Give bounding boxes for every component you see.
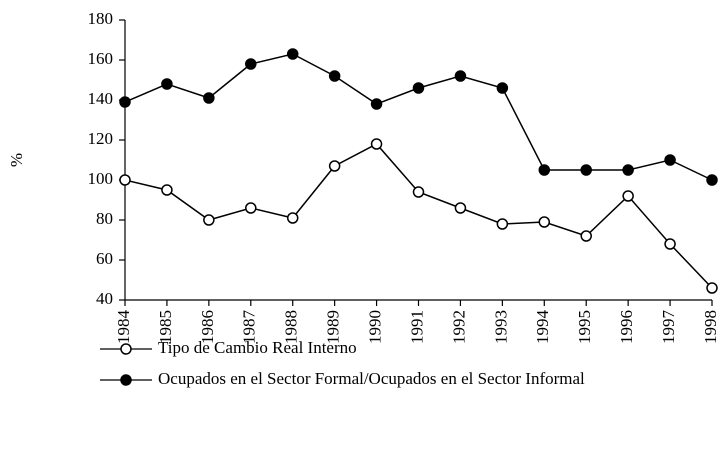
data-point xyxy=(580,230,592,242)
y-tick-label: 60 xyxy=(96,249,113,268)
data-point xyxy=(203,92,215,104)
data-point xyxy=(245,202,257,214)
data-point xyxy=(203,214,215,226)
data-point xyxy=(538,216,551,228)
y-tick-label: 180 xyxy=(88,9,114,28)
x-tick-label: 1993 xyxy=(491,310,510,344)
data-point xyxy=(412,82,425,94)
data-point xyxy=(454,202,467,214)
x-tick-label: 1997 xyxy=(659,310,678,345)
data-point xyxy=(161,78,173,90)
data-point xyxy=(328,160,341,172)
legend-label: Ocupados en el Sector Formal/Ocupados en… xyxy=(158,369,585,388)
y-tick-label: 160 xyxy=(88,49,114,68)
series-line xyxy=(124,143,713,289)
data-point xyxy=(286,48,299,60)
data-point xyxy=(664,154,676,166)
data-point xyxy=(580,164,592,176)
data-point xyxy=(706,282,718,294)
data-point xyxy=(119,174,131,186)
data-point xyxy=(496,82,509,94)
x-tick-label: 1994 xyxy=(533,310,552,345)
y-tick-label: 80 xyxy=(96,209,113,228)
data-point xyxy=(412,186,425,198)
data-point xyxy=(161,184,173,196)
data-point xyxy=(119,96,131,108)
legend-marker xyxy=(120,374,132,386)
x-tick-label: 1990 xyxy=(365,310,384,344)
legend-marker xyxy=(120,343,132,355)
x-tick-label: 1989 xyxy=(324,310,343,344)
data-point xyxy=(622,190,634,202)
x-tick-label: 1998 xyxy=(701,310,720,344)
data-point xyxy=(454,70,467,82)
y-axis-label: % xyxy=(7,153,26,167)
x-tick-label: 1995 xyxy=(575,310,594,344)
x-tick-label: 1991 xyxy=(407,310,426,344)
x-tick-label: 1987 xyxy=(240,310,259,345)
data-point xyxy=(538,164,551,176)
data-point xyxy=(622,164,634,176)
data-point xyxy=(328,70,341,82)
legend-label: Tipo de Cambio Real Interno xyxy=(158,338,357,357)
y-tick-label: 40 xyxy=(96,289,113,308)
x-tick-label: 1985 xyxy=(156,310,175,344)
y-tick-label: 140 xyxy=(88,89,114,108)
x-tick-label: 1984 xyxy=(114,310,133,345)
data-point xyxy=(370,138,383,150)
x-tick-label: 1992 xyxy=(449,310,468,344)
y-tick-label: 100 xyxy=(88,169,114,188)
x-tick-label: 1986 xyxy=(198,310,217,344)
data-point xyxy=(706,174,718,186)
data-point xyxy=(370,98,383,110)
data-point xyxy=(286,212,299,224)
series-line xyxy=(124,53,713,181)
y-tick-label: 120 xyxy=(88,129,114,148)
data-point xyxy=(245,58,257,70)
data-point xyxy=(496,218,509,230)
x-tick-label: 1988 xyxy=(282,310,301,344)
x-tick-label: 1996 xyxy=(617,310,636,344)
data-point xyxy=(664,238,676,250)
